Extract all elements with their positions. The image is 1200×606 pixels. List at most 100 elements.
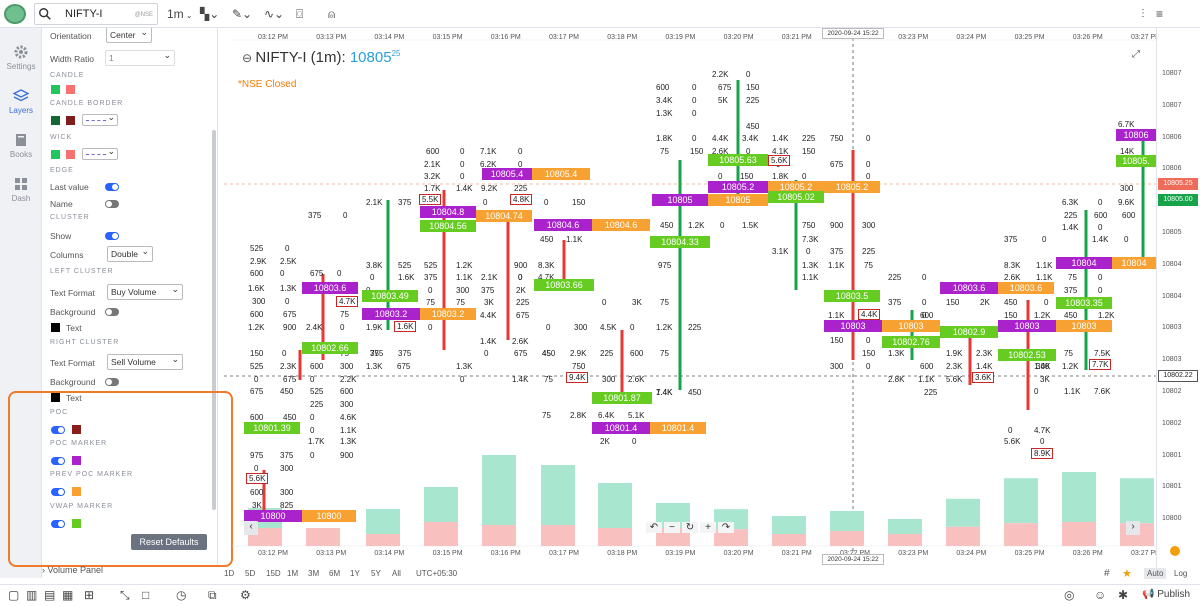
vwap-marker-toggle[interactable] [51, 520, 65, 528]
redo-icon[interactable]: ↷ [718, 522, 734, 533]
volume-sell-bar [424, 522, 458, 546]
log-scale-button[interactable]: Log [1174, 569, 1188, 578]
more-icon[interactable]: ⋮ [1138, 8, 1148, 19]
support-icon[interactable]: ◎ [1064, 588, 1075, 602]
poc-marker-swatch[interactable] [72, 456, 81, 465]
layout-three-icon[interactable]: ▤ [44, 588, 56, 602]
zoom-icon[interactable]: ⊖ [242, 51, 256, 65]
right-background-toggle[interactable] [105, 378, 119, 386]
auto-scale-button[interactable]: Auto [1144, 568, 1167, 579]
timezone[interactable]: UTC+05:30 [416, 569, 458, 578]
cluster-value: 300 [1120, 184, 1134, 193]
sidebar-item-books[interactable]: Books [0, 128, 42, 166]
range-button[interactable]: 6M [329, 569, 341, 578]
reset-icon[interactable]: ↻ [682, 522, 698, 533]
sidebar-item-dash[interactable]: Dash [0, 172, 42, 210]
menu-icon[interactable]: ≡ [1156, 7, 1164, 21]
cluster-value: 0 [746, 70, 751, 79]
indicators-icon[interactable]: ∿⌄ [264, 7, 285, 21]
last-value-toggle[interactable] [105, 183, 119, 191]
star-icon[interactable]: ★ [1122, 568, 1132, 580]
left-text-format-select[interactable]: Buy Volume [107, 284, 183, 300]
sidebar-item-layers[interactable]: Layers [0, 84, 42, 122]
undo-icon[interactable]: ↶ [646, 522, 662, 533]
cluster-value: 0 [483, 198, 488, 207]
border-line-style[interactable] [82, 112, 118, 126]
candle-down-swatch[interactable] [66, 85, 75, 94]
zoom-in-icon[interactable]: + [700, 522, 716, 533]
symbol-search[interactable]: NIFTY-I @NSE [34, 3, 158, 25]
price-axis[interactable] [1156, 28, 1200, 568]
range-button[interactable]: 1M [287, 569, 299, 578]
grid-icon[interactable]: # [1104, 568, 1110, 579]
bottom-settings-icon[interactable]: ⚙ [240, 588, 251, 602]
columns-select[interactable]: Double [107, 246, 153, 262]
wick-down-swatch[interactable] [66, 150, 75, 159]
volume-panel-toggle[interactable]: › Volume Panel [42, 565, 104, 575]
zoom-out-icon[interactable]: − [664, 522, 680, 533]
publish-button[interactable]: 📢 Publish [1142, 589, 1191, 600]
range-button[interactable]: 5D [245, 569, 256, 578]
fullscreen-icon[interactable]: ⤢ [1132, 49, 1140, 60]
interval-selector[interactable]: 1m ⌄ [167, 7, 193, 21]
cluster-show-toggle[interactable] [105, 232, 119, 240]
candle-up-swatch[interactable] [51, 85, 60, 94]
name-toggle[interactable] [105, 200, 119, 208]
bug-icon[interactable]: ✱ [1118, 588, 1129, 602]
cluster-value: 1.4K [480, 337, 497, 346]
cluster-value: 7.3K [802, 235, 819, 244]
prev-poc-marker-swatch[interactable] [72, 487, 81, 496]
range-button[interactable]: 15D [266, 569, 281, 578]
layout-grid-icon[interactable]: ⊞ [84, 588, 95, 602]
right-text-swatch[interactable] [51, 393, 60, 402]
cluster-value: 75 [1064, 349, 1073, 358]
panel-scrollbar[interactable] [212, 130, 216, 510]
time-label-top: 03:12 PM [258, 34, 288, 41]
prev-poc-marker-toggle[interactable] [51, 488, 65, 496]
cluster-value: 1.4K [656, 388, 673, 397]
poc-swatch[interactable] [72, 425, 81, 434]
layout-four-icon[interactable]: ▦ [62, 588, 74, 602]
border-down-swatch[interactable] [66, 116, 75, 125]
orientation-select[interactable]: Center [106, 28, 152, 43]
drawing-tool-icon[interactable]: ✎⌄ [232, 7, 253, 21]
app-logo[interactable] [4, 4, 26, 24]
poc-toggle[interactable] [51, 426, 65, 434]
left-background-toggle[interactable] [105, 308, 119, 316]
cluster-value: 150 [746, 83, 760, 92]
left-text-swatch[interactable] [51, 323, 60, 332]
square-icon[interactable]: □ [142, 588, 150, 602]
vwap-marker-swatch[interactable] [72, 519, 81, 528]
range-button[interactable]: 1D [224, 569, 235, 578]
scroll-right-icon[interactable]: › [1126, 521, 1140, 535]
poc-marker-toggle[interactable] [51, 457, 65, 465]
right-text-format-select[interactable]: Sell Volume [107, 354, 183, 370]
width-ratio-input[interactable]: 1 [105, 50, 175, 66]
border-up-swatch[interactable] [51, 116, 60, 125]
camera-icon[interactable]: ⌼ [296, 7, 304, 21]
discord-icon[interactable]: ☺ [1094, 588, 1107, 602]
layout-two-icon[interactable]: ▥ [26, 588, 38, 602]
range-button[interactable]: All [392, 569, 401, 578]
cluster-value: 6.3K [1062, 198, 1079, 207]
alert-icon[interactable]: ⍝ [328, 7, 336, 21]
sidebar-item-settings[interactable]: Settings [0, 40, 42, 78]
range-button[interactable]: 3M [308, 569, 320, 578]
range-button[interactable]: 5Y [371, 569, 381, 578]
wick-line-style[interactable] [82, 146, 118, 160]
orientation-value: Center [110, 30, 136, 40]
reset-defaults-button[interactable]: Reset Defaults [131, 534, 207, 550]
cluster-value: 300 [602, 375, 616, 384]
add-window-icon[interactable]: ⧉ [208, 588, 217, 602]
chart-type-icon[interactable]: ▚⌄ [200, 7, 220, 21]
expand-icon[interactable]: ⤡ [120, 588, 130, 602]
range-button[interactable]: 1Y [350, 569, 360, 578]
status-dot-icon[interactable] [1170, 546, 1180, 556]
cluster-value: 6.2K [480, 160, 497, 169]
scroll-left-icon[interactable]: ‹ [244, 521, 258, 535]
wick-up-swatch[interactable] [51, 150, 60, 159]
layout-single-icon[interactable]: ▢ [8, 588, 20, 602]
add-clock-icon[interactable]: ◷ [176, 588, 187, 602]
cluster-value: 0 [806, 247, 811, 256]
